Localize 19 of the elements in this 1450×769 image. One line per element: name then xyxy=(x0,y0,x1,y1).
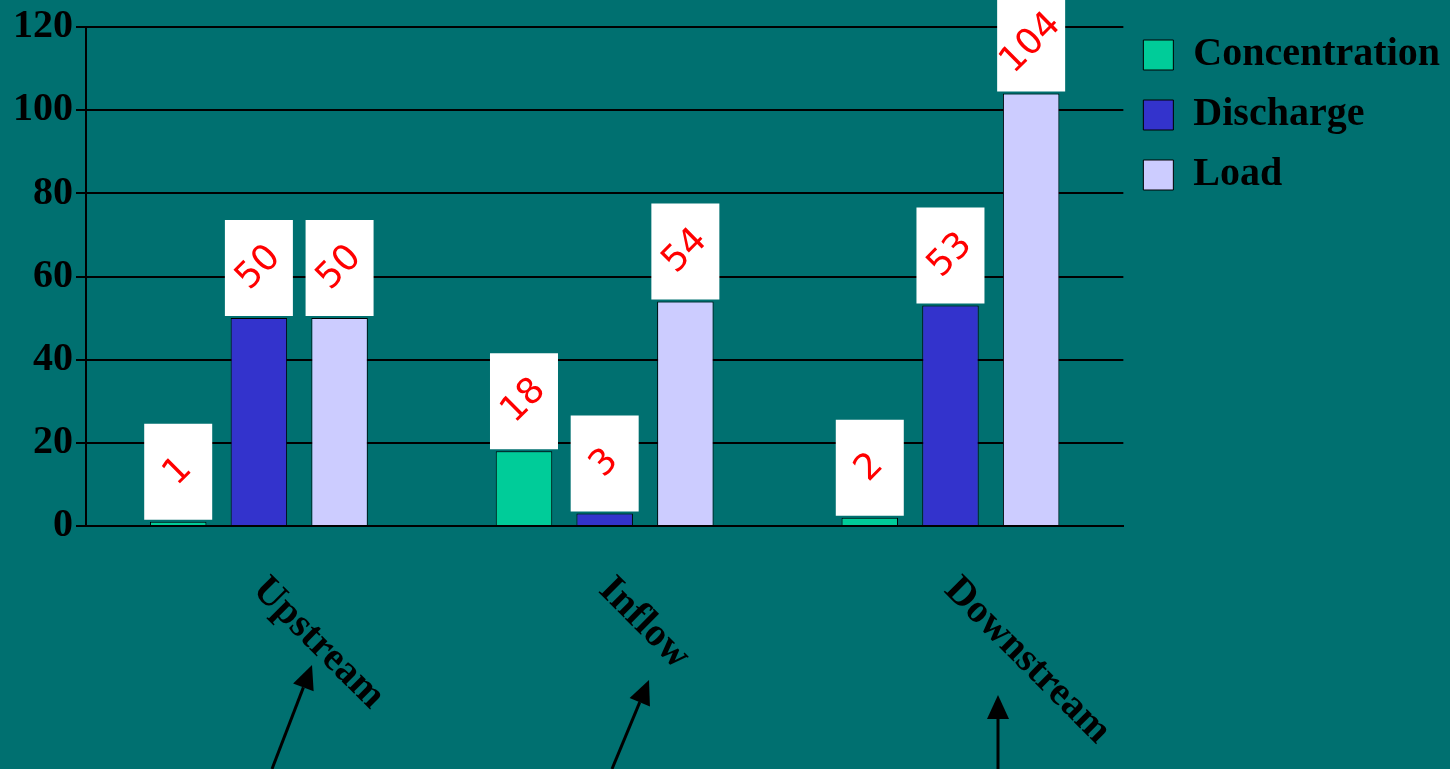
data-label: 18 xyxy=(491,368,553,430)
data-label: 2 xyxy=(844,442,891,489)
data-label: 50 xyxy=(306,235,369,297)
data-label: 3 xyxy=(579,438,626,484)
legend-label: Discharge xyxy=(1193,89,1365,135)
y-tick-label: 60 xyxy=(33,250,73,296)
y-tick-label: 80 xyxy=(33,167,73,213)
legend-label: Load xyxy=(1193,149,1283,195)
data-label: 1 xyxy=(153,447,199,493)
y-tick-label: 120 xyxy=(13,1,73,47)
data-label: 53 xyxy=(917,222,979,285)
data-label: 50 xyxy=(225,235,288,297)
y-tick-label: 0 xyxy=(53,500,73,546)
data-label: 54 xyxy=(652,218,714,280)
y-tick-label: 100 xyxy=(13,84,73,130)
y-tick-label: 40 xyxy=(33,333,73,379)
y-tick-label: 20 xyxy=(33,417,73,463)
legend-label: Concentration xyxy=(1193,29,1440,75)
data-label: 104 xyxy=(990,2,1068,81)
